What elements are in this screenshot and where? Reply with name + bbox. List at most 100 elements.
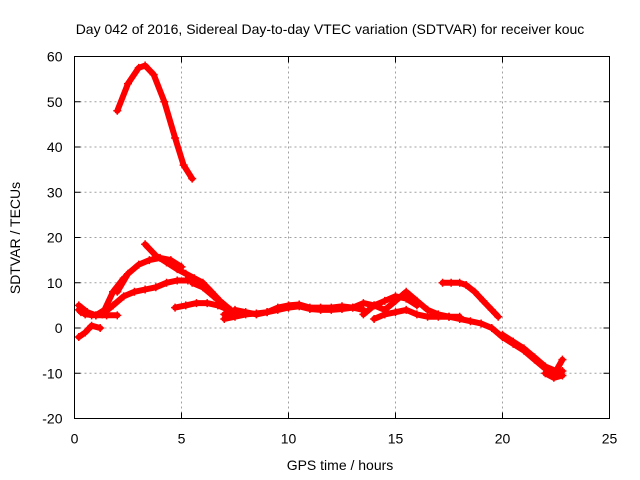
- data-point: [231, 305, 239, 314]
- data-point: [109, 301, 118, 310]
- data-point: [305, 304, 314, 313]
- data-point: [370, 314, 379, 323]
- data-point: [102, 311, 111, 320]
- data-point: [130, 287, 139, 296]
- data-point: [209, 292, 218, 301]
- data-point: [445, 312, 453, 321]
- data-point: [81, 328, 90, 337]
- x-axis-label: GPS time / hours: [287, 457, 394, 473]
- data-point: [81, 310, 90, 319]
- data-point: [327, 305, 336, 314]
- y-axis-label: SDTVAR / TECUs: [7, 182, 23, 294]
- y-tick-label: 50: [47, 94, 63, 110]
- data-point: [359, 299, 368, 308]
- y-tick-label: -20: [42, 411, 62, 427]
- series-line: [77, 277, 191, 319]
- data-point: [380, 296, 389, 305]
- data-point: [412, 310, 421, 319]
- x-tick-label: 20: [495, 431, 511, 447]
- chart-title: Day 042 of 2016, Sidereal Day-to-day VTE…: [76, 21, 585, 37]
- data-point: [541, 369, 550, 378]
- data-point: [338, 304, 346, 313]
- data-point: [295, 302, 304, 311]
- data-point: [220, 301, 229, 310]
- series-arc-15: [498, 330, 567, 375]
- data-point: [156, 253, 165, 262]
- series-line: [439, 279, 502, 320]
- data-point: [558, 371, 567, 380]
- data-point: [173, 276, 182, 285]
- data-point: [412, 296, 421, 305]
- data-point: [241, 310, 250, 319]
- series-arc-6: [74, 305, 122, 320]
- data-point: [402, 305, 411, 314]
- data-point: [87, 321, 96, 330]
- y-tick-label: 40: [47, 139, 63, 155]
- x-tick-label: 0: [71, 431, 79, 447]
- data-point: [402, 287, 411, 296]
- data-point: [455, 312, 464, 321]
- y-tick-label: 10: [47, 275, 63, 291]
- x-tick-label: 15: [388, 431, 404, 447]
- data-point: [498, 330, 507, 339]
- data-point: [434, 312, 443, 321]
- y-tick-label: -10: [42, 365, 62, 381]
- data-point: [124, 79, 132, 88]
- data-point: [348, 303, 357, 312]
- grid-lines: [74, 56, 610, 419]
- data-point: [558, 355, 567, 364]
- x-tick-label: 25: [602, 431, 618, 447]
- data-point: [455, 278, 464, 287]
- data-point: [134, 260, 143, 269]
- y-tick-label: 30: [47, 184, 63, 200]
- data-point: [423, 305, 432, 314]
- data-point: [316, 305, 325, 314]
- data-point: [252, 309, 261, 318]
- axis-ticks: 0 5 10 15 20 25 -20 -10 0 10 20 30 40 50 60: [42, 49, 617, 447]
- series-arc-13: [370, 305, 464, 323]
- data-point: [192, 299, 201, 308]
- data-point: [263, 308, 272, 317]
- data-point: [487, 305, 496, 314]
- series-arc-16: [541, 369, 567, 382]
- data-point: [141, 61, 150, 70]
- data-point: [402, 294, 411, 303]
- data-point: [113, 311, 122, 320]
- data-point: [166, 256, 175, 265]
- data-point: [141, 285, 150, 294]
- data-series-group: [74, 61, 567, 382]
- x-tick-label: 5: [178, 431, 186, 447]
- series-line: [360, 288, 566, 377]
- data-point: [162, 278, 171, 287]
- data-point: [466, 317, 475, 326]
- data-point: [134, 63, 143, 72]
- data-point: [119, 292, 128, 301]
- y-tick-label: 60: [47, 49, 63, 65]
- data-point: [203, 299, 212, 308]
- data-point: [479, 296, 488, 305]
- data-point: [477, 319, 486, 328]
- data-point: [284, 303, 293, 312]
- data-point: [96, 324, 105, 332]
- data-point: [145, 256, 154, 265]
- series-arc-1: [113, 61, 197, 183]
- data-point: [487, 324, 496, 332]
- data-point: [74, 333, 83, 342]
- data-point: [462, 281, 471, 290]
- data-point: [113, 106, 122, 115]
- data-point: [391, 296, 400, 305]
- data-point: [423, 312, 432, 321]
- data-point: [494, 312, 503, 321]
- data-point: [91, 311, 100, 320]
- data-point: [549, 373, 558, 382]
- series-line: [499, 331, 566, 374]
- y-tick-label: 20: [47, 230, 63, 246]
- data-point: [447, 278, 456, 287]
- data-point: [359, 310, 368, 319]
- data-point: [380, 310, 389, 319]
- data-point: [530, 353, 539, 362]
- data-point: [470, 287, 479, 296]
- data-point: [220, 314, 229, 323]
- data-point: [370, 301, 379, 310]
